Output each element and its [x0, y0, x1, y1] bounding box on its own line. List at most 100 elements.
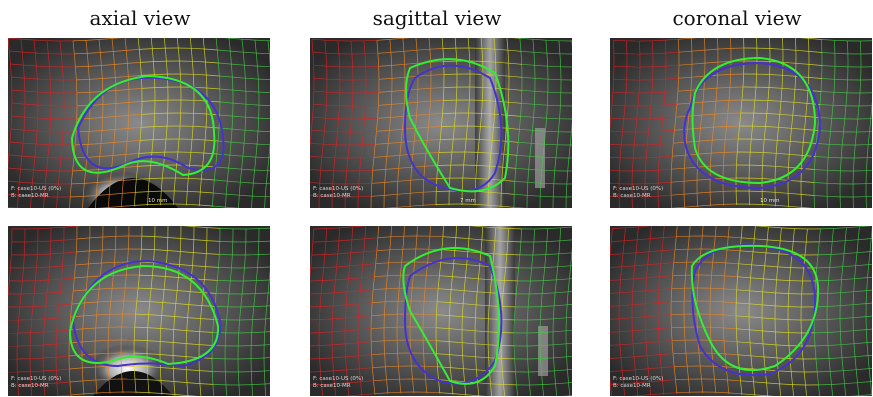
grid-line — [258, 117, 270, 119]
grid-line — [244, 129, 259, 132]
grid-line — [251, 40, 260, 208]
grid-line — [19, 181, 33, 184]
grid-line — [754, 394, 768, 396]
grid-line — [134, 365, 148, 367]
grid-line — [89, 249, 103, 252]
grid-line — [126, 49, 140, 51]
grid-line — [364, 237, 378, 240]
grid-line — [311, 38, 325, 41]
grid-line — [128, 88, 142, 90]
grid-line — [699, 139, 713, 142]
grid-line — [610, 196, 620, 198]
grid-line — [546, 117, 560, 120]
grid-line — [762, 304, 776, 307]
grid-line — [662, 379, 676, 381]
deformation-grid — [610, 38, 872, 208]
grid-line — [238, 39, 247, 208]
grid-line — [618, 227, 626, 396]
grid-line — [255, 156, 269, 159]
grid-line — [250, 228, 260, 396]
grid-line — [384, 339, 398, 342]
grid-line — [735, 226, 743, 395]
grid-line — [97, 207, 109, 208]
grid-line — [709, 313, 724, 316]
grid-line — [225, 38, 234, 208]
grid-line — [494, 240, 508, 242]
grid-line — [740, 380, 754, 383]
grid-line — [476, 304, 490, 307]
grid-line — [532, 129, 546, 132]
grid-line — [37, 104, 52, 107]
grid-line — [610, 117, 624, 120]
grid-line — [869, 131, 872, 133]
grid-line — [218, 62, 232, 65]
grid-line — [566, 355, 572, 358]
grid-line — [737, 354, 752, 357]
grid-line — [542, 292, 556, 294]
grid-line — [167, 250, 181, 252]
grid-line — [36, 266, 50, 269]
grid-line — [857, 381, 871, 384]
grid-line — [63, 226, 78, 228]
grid-line — [437, 301, 451, 303]
grid-line — [763, 278, 777, 281]
grid-line — [265, 318, 270, 320]
grid-line — [83, 314, 97, 317]
grid-line — [198, 227, 208, 396]
grid-line — [348, 277, 362, 280]
grid-line — [691, 49, 705, 52]
grid-line — [673, 261, 687, 264]
grid-line — [72, 170, 86, 172]
caption-line-1: F: case10-US (0%) — [313, 376, 364, 382]
grid-line — [763, 356, 778, 359]
grid-line — [114, 63, 128, 65]
grid-line — [10, 128, 25, 131]
grid-line — [482, 61, 496, 63]
grid-line — [619, 291, 633, 294]
grid-line — [675, 378, 689, 381]
grid-line — [660, 142, 674, 145]
grid-line — [199, 38, 208, 207]
grid-line — [201, 305, 215, 307]
grid-line — [37, 227, 52, 230]
grid-line — [257, 65, 270, 68]
grid-line — [385, 365, 399, 368]
grid-line — [423, 313, 437, 316]
grid-line — [75, 66, 89, 68]
grid-line — [658, 340, 673, 342]
grid-line — [858, 238, 872, 241]
grid-line — [244, 64, 258, 67]
grid-line — [493, 253, 507, 255]
grid-line — [520, 115, 534, 118]
grid-line — [513, 206, 528, 208]
grid-line — [780, 100, 795, 103]
grid-line — [95, 326, 109, 329]
grid-line — [161, 315, 175, 317]
grid-line — [403, 49, 417, 52]
grid-line — [128, 75, 142, 77]
grid-line — [792, 114, 806, 117]
grid-line — [762, 191, 776, 193]
grid-line — [241, 168, 255, 171]
grid-line — [429, 113, 443, 115]
grid-line — [389, 38, 403, 40]
grid-line — [712, 261, 726, 264]
grid-line — [717, 74, 731, 76]
grid-line — [115, 102, 130, 104]
grid-line — [500, 205, 515, 208]
grid-line — [219, 101, 234, 104]
grid-line — [781, 227, 795, 229]
grid-line — [547, 78, 562, 81]
grid-line — [88, 262, 102, 265]
blue-contour — [403, 64, 503, 192]
grid-line — [465, 277, 479, 280]
grid-line — [464, 290, 478, 293]
grid-line — [325, 52, 339, 55]
grid-line — [610, 170, 620, 172]
grid-line — [323, 266, 337, 268]
grid-line — [545, 253, 559, 255]
scale-bar-label: 7 mm — [460, 198, 476, 204]
grid-line — [839, 40, 849, 208]
grid-line — [36, 65, 50, 68]
grid-line — [42, 356, 57, 359]
